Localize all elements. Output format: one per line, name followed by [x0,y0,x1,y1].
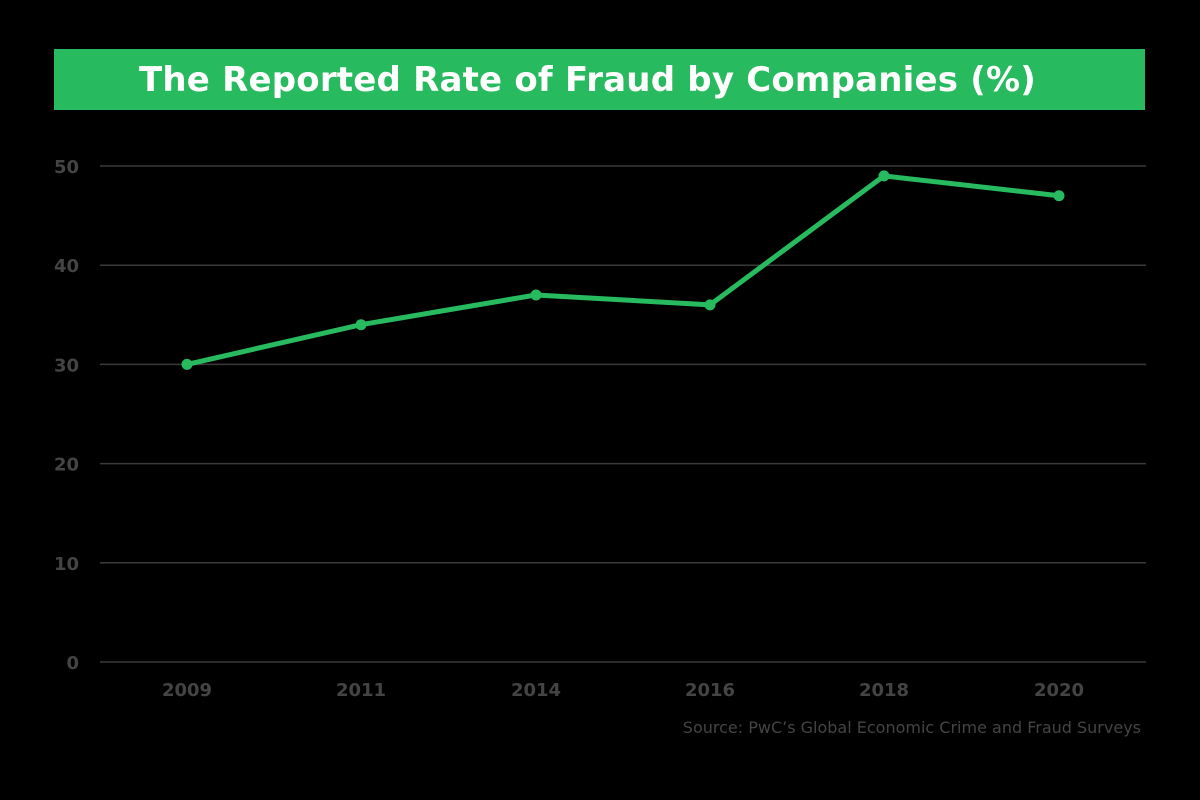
gridlines [100,165,1146,663]
chart-title: The Reported Rate of Fraud by Companies … [139,59,1036,100]
x-tick-label: 2009 [162,680,212,701]
y-tick-label: 10 [54,554,79,575]
x-axis-ticks: 2009 2011 2014 2016 2018 2020 [162,680,1084,701]
y-tick-label: 40 [54,256,79,277]
data-points [181,170,1065,370]
y-axis-ticks: 0 10 20 30 40 50 [54,157,79,674]
x-tick-label: 2020 [1034,680,1084,701]
data-point [704,299,716,311]
x-tick-label: 2014 [511,680,561,701]
data-point [1053,190,1065,202]
series-line [184,173,1062,367]
chart-title-banner: The Reported Rate of Fraud by Companies … [54,49,1145,110]
y-tick-label: 50 [54,157,79,178]
data-point [181,358,193,370]
x-tick-label: 2018 [859,680,909,701]
data-point [530,289,542,301]
x-tick-label: 2011 [336,680,386,701]
source-note: Source: PwC’s Global Economic Crime and … [682,718,1141,737]
y-tick-label: 20 [54,455,79,476]
data-point [355,319,367,331]
y-tick-label: 0 [66,653,79,674]
data-point [878,170,890,182]
x-tick-label: 2016 [685,680,735,701]
y-tick-label: 30 [54,355,79,376]
